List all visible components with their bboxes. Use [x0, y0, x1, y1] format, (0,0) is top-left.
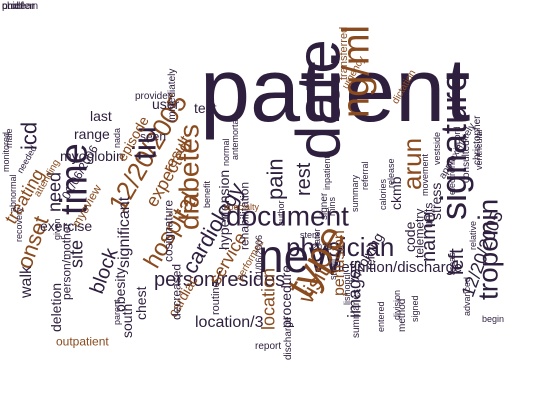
cloud-word: patient	[200, 41, 471, 141]
cloud-word: release	[385, 158, 396, 188]
cloud-word: discharge	[283, 316, 294, 360]
cloud-word: test	[194, 99, 217, 116]
cloud-word: problem	[2, 1, 39, 12]
cloud-word: nada	[111, 127, 122, 148]
cloud-word: 01/06/2006	[253, 234, 264, 280]
cloud-word: relative	[467, 220, 478, 250]
cloud-word: seen	[140, 129, 167, 144]
cloud-word: lisinopril	[341, 272, 352, 305]
cloud-word: antemortal	[229, 117, 240, 160]
cloud-word: nuclear	[2, 1, 35, 12]
cloud-word: ventricular	[473, 128, 484, 170]
cloud-word: summary	[349, 174, 360, 212]
cloud-word: person/mother	[59, 222, 74, 300]
cloud-word: range	[74, 125, 110, 142]
cloud-word: electronic	[446, 156, 457, 195]
cloud-word: person/resides	[154, 269, 286, 291]
cloud-word: chief	[2, 1, 24, 12]
cloud-word: provider	[135, 91, 172, 102]
cloud-word: benefit	[201, 180, 212, 208]
cloud-word: vestside	[431, 131, 442, 165]
cloud-word: stent	[300, 229, 320, 240]
cloud-word: areas	[446, 252, 457, 275]
cloud-word: ref	[363, 255, 378, 270]
cloud-word: transferred	[338, 26, 351, 80]
cloud-word: inpatient	[321, 155, 332, 190]
cloud-word: 2020	[312, 241, 333, 252]
cloud-word: parent	[111, 299, 122, 325]
cloud-word: given	[51, 218, 62, 240]
cloud-word: author	[275, 200, 286, 226]
cloud-word: last	[90, 107, 112, 124]
cloud-word: walk	[18, 265, 36, 298]
cloud-word: routine	[210, 281, 223, 315]
cloud-word: exercise	[40, 217, 93, 234]
cloud-word: new	[258, 230, 343, 283]
cloud-word: movement	[419, 153, 430, 196]
cloud-word: begin	[482, 313, 505, 324]
cloud-word: chest	[132, 286, 149, 320]
cloud-word: rest	[293, 162, 315, 196]
cloud-word: recovery	[13, 207, 24, 242]
cloud-word: signed	[409, 295, 420, 322]
cloud-word: record	[451, 126, 462, 152]
cloud-word: physician	[286, 232, 395, 263]
cloud-word: specialty	[224, 201, 260, 212]
cloud-word: location/3	[195, 314, 264, 332]
cloud-word: myoglobin	[60, 147, 124, 164]
cloud-word: summaries	[351, 289, 362, 338]
cloud-word: definition/discharge	[333, 259, 463, 276]
cloud-word: abnormal	[7, 174, 18, 212]
cloud-word: advanced	[461, 276, 472, 316]
cloud-word: division	[391, 289, 402, 320]
cloud-word: telemetry	[412, 208, 427, 258]
cloud-word: decreased	[169, 263, 184, 320]
cloud-word: male	[3, 128, 14, 148]
cloud-word: smell	[327, 258, 338, 280]
cloud-word: cosignature	[161, 199, 176, 262]
cloud-word: entered	[375, 301, 386, 332]
cloud-word: outpatient	[56, 334, 109, 349]
cloud-word: rehabilitation	[237, 181, 252, 250]
cloud-word: report	[255, 341, 282, 352]
cloud-word: referral	[359, 161, 370, 190]
cloud-word: user	[152, 95, 180, 112]
cloud-word: document	[226, 200, 349, 232]
cloud-word: pain	[262, 158, 288, 200]
cloud-word: significant	[116, 196, 134, 268]
cloud-word: mins	[326, 196, 337, 216]
cloud-word: immediately	[167, 68, 178, 122]
